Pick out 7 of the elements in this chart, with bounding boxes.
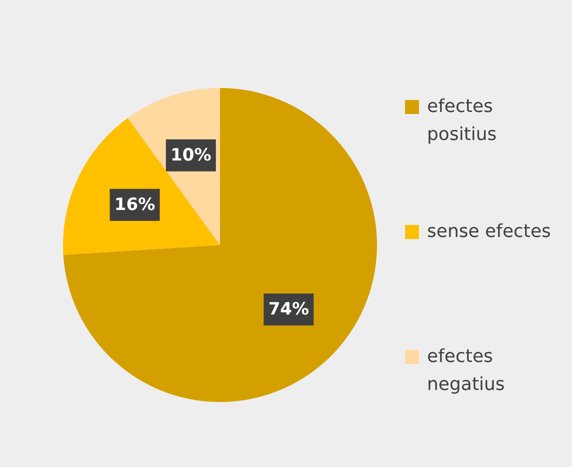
data-label: 10%	[170, 145, 212, 166]
data-label: 74%	[268, 299, 310, 320]
pie-slice	[63, 88, 377, 402]
legend-label: sense efectes	[427, 221, 551, 242]
legend-label: efectes positius	[427, 96, 497, 145]
legend-label: efectes negatius	[427, 346, 505, 395]
data-label: 16%	[114, 194, 156, 215]
